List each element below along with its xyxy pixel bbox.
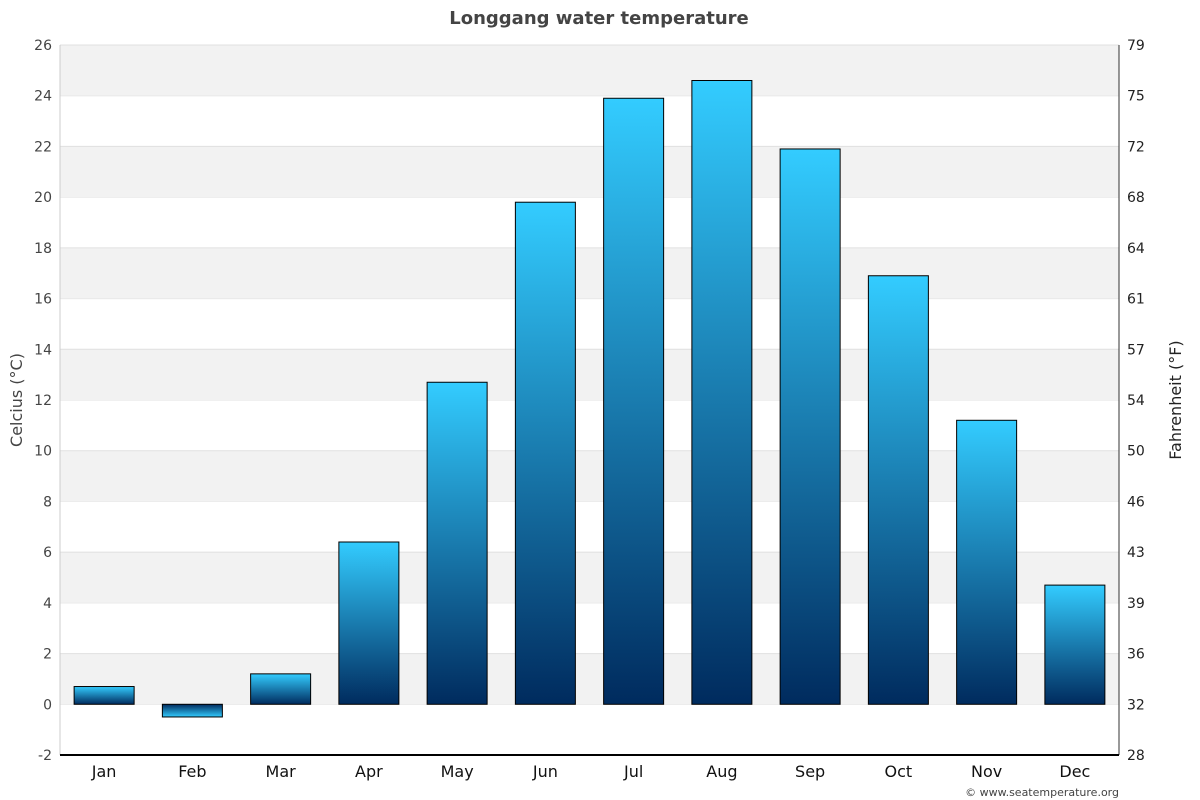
x-tick-label: Sep — [795, 762, 825, 781]
bar-mar — [250, 673, 312, 705]
y-tick-label: 12 — [34, 393, 52, 409]
y-tick-label: 2 — [43, 647, 52, 663]
y2-tick-label: 75 — [1127, 89, 1145, 105]
bar-aug — [691, 80, 753, 705]
grid-band — [60, 552, 1119, 603]
x-tick-label: Mar — [266, 762, 297, 781]
y-tick-label: 16 — [34, 292, 52, 308]
x-tick-label: Oct — [885, 762, 913, 781]
x-tick-label: Aug — [706, 762, 737, 781]
chart-title: Longgang water temperature — [449, 8, 748, 29]
y2-tick-label: 36 — [1127, 647, 1145, 663]
bar-jun — [514, 201, 576, 705]
bar-feb — [161, 703, 223, 718]
x-tick-label: Feb — [178, 762, 206, 781]
credit-text: © www.seatemperature.org — [965, 786, 1119, 799]
y2-tick-label: 64 — [1127, 241, 1145, 257]
y-axis-label: Celcius (°C) — [7, 353, 26, 447]
grid-band — [60, 247, 1119, 299]
y2-tick-label: 79 — [1127, 38, 1145, 54]
bar-dec — [1044, 584, 1106, 705]
bar-jul — [603, 97, 665, 705]
y-tick-label: 6 — [43, 545, 52, 561]
bar-jan — [73, 686, 135, 705]
y-tick-label: -2 — [38, 748, 52, 764]
y-tick-label: 26 — [34, 38, 52, 54]
bar-oct — [867, 275, 929, 705]
grid-band — [60, 45, 1119, 96]
y2-axis-label: Fahrenheit (°F) — [1166, 340, 1185, 459]
y2-tick-label: 46 — [1127, 494, 1145, 510]
y-tick-label: 0 — [43, 697, 52, 713]
x-tick-label: Jan — [91, 762, 117, 781]
y-tick-label: 14 — [34, 342, 52, 358]
y-tick-label: 10 — [34, 444, 52, 460]
x-tick-label: Jul — [623, 762, 643, 781]
grid-band — [60, 653, 1119, 705]
x-tick-label: May — [441, 762, 474, 781]
x-tick-label: Nov — [971, 762, 1002, 781]
x-tick-label: Dec — [1059, 762, 1090, 781]
y2-tick-label: 68 — [1127, 190, 1145, 206]
grid-band — [60, 146, 1119, 198]
y2-tick-label: 28 — [1127, 748, 1145, 764]
bar-apr — [338, 541, 400, 705]
bar-sep — [779, 148, 841, 705]
y2-tick-label: 39 — [1127, 596, 1145, 612]
y-tick-label: 24 — [34, 89, 52, 105]
bar-nov — [956, 419, 1018, 705]
y2-tick-label: 61 — [1127, 292, 1145, 308]
y2-tick-label: 57 — [1127, 342, 1145, 358]
y-tick-label: 22 — [34, 139, 52, 155]
y2-tick-label: 50 — [1127, 444, 1145, 460]
y2-tick-label: 32 — [1127, 697, 1145, 713]
y2-tick-label: 54 — [1127, 393, 1145, 409]
y2-tick-label: 72 — [1127, 139, 1145, 155]
y2-tick-label: 43 — [1127, 545, 1145, 561]
y-tick-label: 8 — [43, 494, 52, 510]
grid-band — [60, 450, 1119, 502]
x-tick-label: Apr — [355, 762, 383, 781]
bar-may — [426, 381, 488, 705]
y-tick-label: 4 — [43, 596, 52, 612]
y-tick-label: 18 — [34, 241, 52, 257]
x-tick-label: Jun — [532, 762, 558, 781]
y-tick-label: 20 — [34, 190, 52, 206]
grid-band — [60, 349, 1119, 400]
